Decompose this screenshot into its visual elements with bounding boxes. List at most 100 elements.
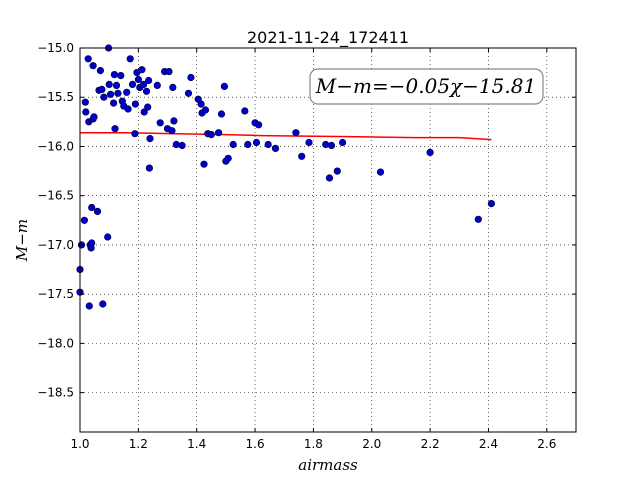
y-tick-label: −16.5	[37, 189, 74, 203]
data-point	[140, 80, 148, 88]
data-point	[128, 80, 137, 88]
data-point	[178, 141, 186, 150]
data-point	[146, 135, 154, 143]
data-point	[140, 108, 148, 116]
x-axis-label: airmass	[298, 456, 358, 474]
data-point	[109, 99, 118, 107]
data-point	[197, 100, 205, 108]
fit-equation: M−m=−0.05χ−15.81	[315, 74, 536, 98]
data-point	[252, 138, 261, 147]
data-point	[90, 113, 98, 121]
data-point	[111, 125, 119, 133]
data-point	[105, 80, 113, 88]
data-point	[142, 87, 151, 95]
data-point	[487, 200, 496, 208]
data-point	[117, 71, 125, 80]
data-point	[145, 164, 153, 172]
data-point	[81, 98, 89, 106]
y-axis-label: M−m	[13, 219, 31, 262]
y-tick-label: −18.0	[37, 336, 74, 350]
data-point	[339, 138, 347, 147]
data-point	[426, 148, 434, 156]
y-tick-label: −15.0	[37, 41, 74, 55]
data-point	[114, 89, 122, 97]
annotation-box: M−m=−0.05χ−15.81	[309, 68, 544, 105]
data-point	[333, 167, 341, 175]
data-point	[131, 100, 139, 108]
data-point	[169, 83, 177, 91]
data-point	[100, 93, 108, 101]
fit-line	[80, 131, 492, 141]
data-point	[184, 89, 193, 97]
data-point	[220, 82, 228, 90]
data-point	[98, 85, 106, 93]
data-point	[84, 55, 92, 63]
data-point	[172, 140, 180, 149]
y-axis-ticks: −15.0 −15.5 −16.0 −16.5 −17.0 −17.5 −18.0 −18.5	[37, 41, 576, 400]
data-point	[327, 141, 336, 150]
data-point	[255, 121, 263, 129]
y-tick-label: −18.5	[37, 386, 74, 400]
y-tick-label: −15.5	[37, 90, 74, 104]
x-tick-label: 2.0	[362, 437, 381, 451]
data-point	[80, 216, 88, 224]
data-point	[126, 55, 134, 63]
data-point	[134, 75, 142, 84]
data-point	[170, 117, 178, 125]
data-point	[153, 81, 161, 89]
data-point	[325, 174, 334, 182]
x-tick-label: 2.4	[479, 437, 498, 451]
data-point	[168, 127, 176, 135]
x-tick-label: 2.2	[421, 437, 440, 451]
data-point	[244, 140, 252, 149]
data-point	[99, 300, 107, 308]
x-tick-label: 1.8	[304, 437, 323, 451]
x-tick-label: 1.6	[246, 437, 265, 451]
fit-line-group	[80, 131, 492, 141]
data-point	[104, 233, 112, 241]
data-point	[229, 140, 237, 149]
data-point	[264, 140, 272, 149]
data-point	[271, 144, 280, 152]
data-point	[156, 119, 164, 127]
data-point	[144, 103, 152, 111]
data-point	[85, 302, 93, 310]
data-point	[322, 140, 330, 149]
data-point	[145, 76, 153, 85]
data-point	[123, 88, 131, 96]
data-point	[88, 239, 96, 247]
plot-frame	[79, 47, 577, 433]
data-point	[305, 138, 313, 147]
data-point	[124, 105, 132, 113]
x-tick-label: 1.2	[129, 437, 148, 451]
data-point	[131, 130, 139, 138]
x-tick-label: 1.4	[187, 437, 206, 451]
data-point	[215, 129, 223, 137]
x-axis-ticks: 1.0 1.2 1.4 1.6 1.8 2.0 2.2 2.4 2.6	[70, 48, 556, 451]
data-point	[217, 110, 226, 118]
data-point	[89, 62, 97, 70]
data-point	[241, 107, 249, 115]
data-point	[292, 129, 300, 137]
annotation-frame	[309, 68, 544, 105]
data-point	[112, 81, 121, 89]
data-point	[224, 154, 232, 162]
data-point	[201, 106, 210, 114]
x-tick-label: 1.0	[70, 437, 89, 451]
data-point	[138, 66, 146, 74]
chart-title: 2021-11-24_172411	[247, 28, 409, 48]
data-point	[96, 66, 104, 75]
y-tick-label: −17.0	[37, 238, 74, 252]
data-point	[82, 108, 90, 116]
data-point	[165, 67, 173, 76]
data-point	[106, 90, 115, 98]
data-point	[474, 215, 482, 223]
data-point	[88, 203, 96, 212]
data-point	[187, 73, 195, 82]
data-point	[93, 207, 102, 215]
x-tick-label: 2.6	[537, 437, 556, 451]
data-point	[110, 70, 118, 79]
data-point	[207, 131, 215, 139]
data-point	[376, 168, 385, 176]
